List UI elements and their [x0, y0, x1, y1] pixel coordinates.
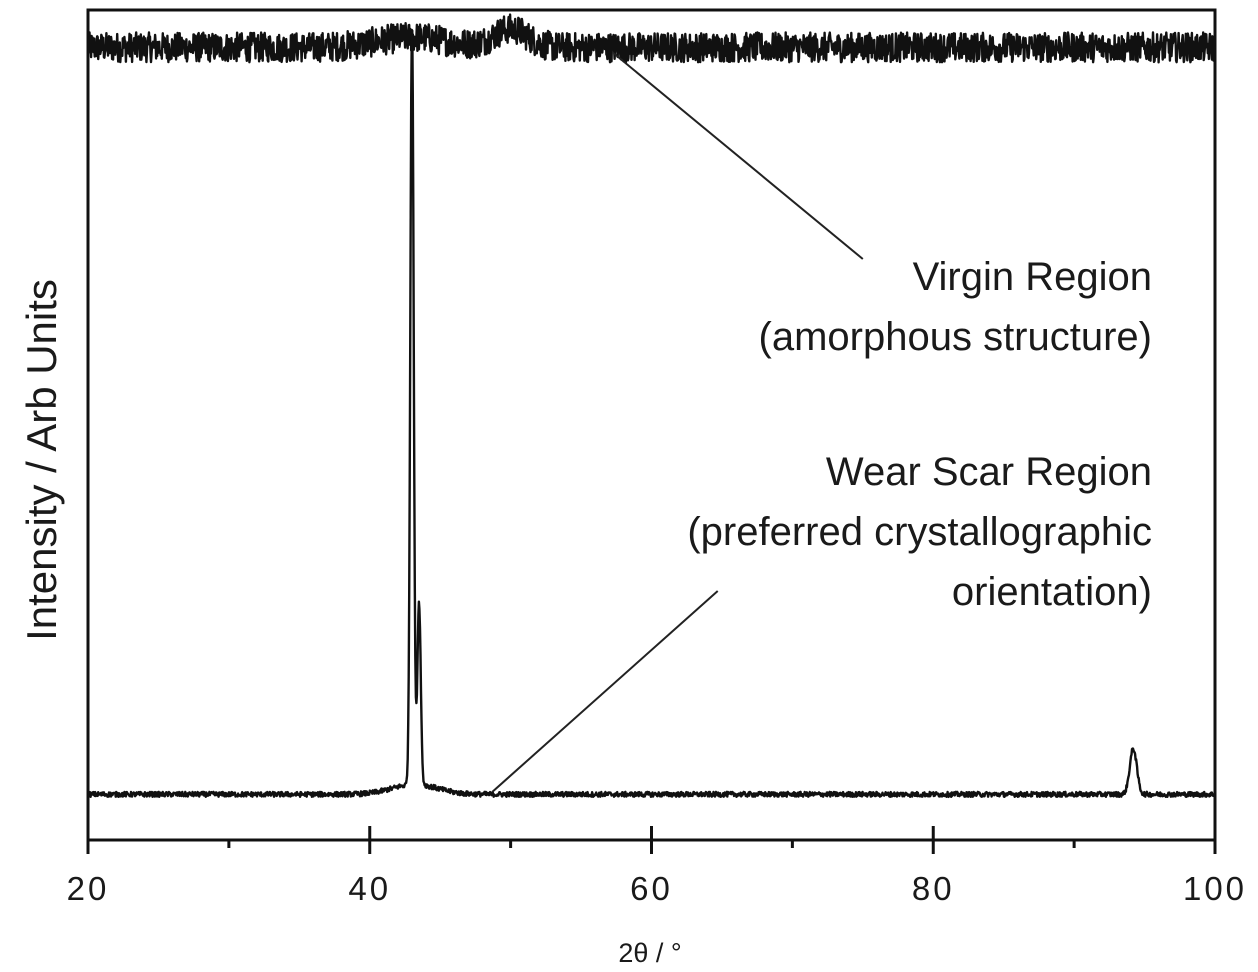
x-tick-label-20: 20	[67, 870, 110, 907]
series-layer	[86, 13, 1217, 798]
virgin-annotation-line-1: (amorphous structure)	[759, 315, 1152, 359]
wear-annotation-pointer	[491, 590, 719, 793]
x-axis-ticks	[86, 826, 1217, 854]
wear-annotation-line-1: (preferred crystallographic	[687, 510, 1152, 554]
x-tick-label-60: 60	[630, 870, 673, 907]
series-virgin-line	[86, 13, 1217, 64]
wear-annotation-line-2: orientation)	[952, 570, 1152, 614]
x-tick-label-80: 80	[912, 870, 955, 907]
y-axis-label: Intensity / Arb Units	[18, 279, 65, 641]
series-wear-line	[87, 28, 1217, 798]
x-tick-label-40: 40	[348, 870, 391, 907]
plot-frame	[86, 8, 1217, 842]
annotation-layer: Virgin Region (amorphous structure) Wear S…	[491, 52, 1152, 793]
wear-annotation-line-0: Wear Scar Region	[826, 450, 1152, 494]
virgin-annotation-pointer	[612, 52, 864, 260]
x-axis-label: 2θ / °	[618, 938, 681, 968]
x-tick-label-100: 100	[1183, 870, 1247, 907]
x-axis-tick-labels: 20 40 60 80 100	[67, 870, 1247, 907]
virgin-annotation-line-0: Virgin Region	[913, 255, 1152, 299]
